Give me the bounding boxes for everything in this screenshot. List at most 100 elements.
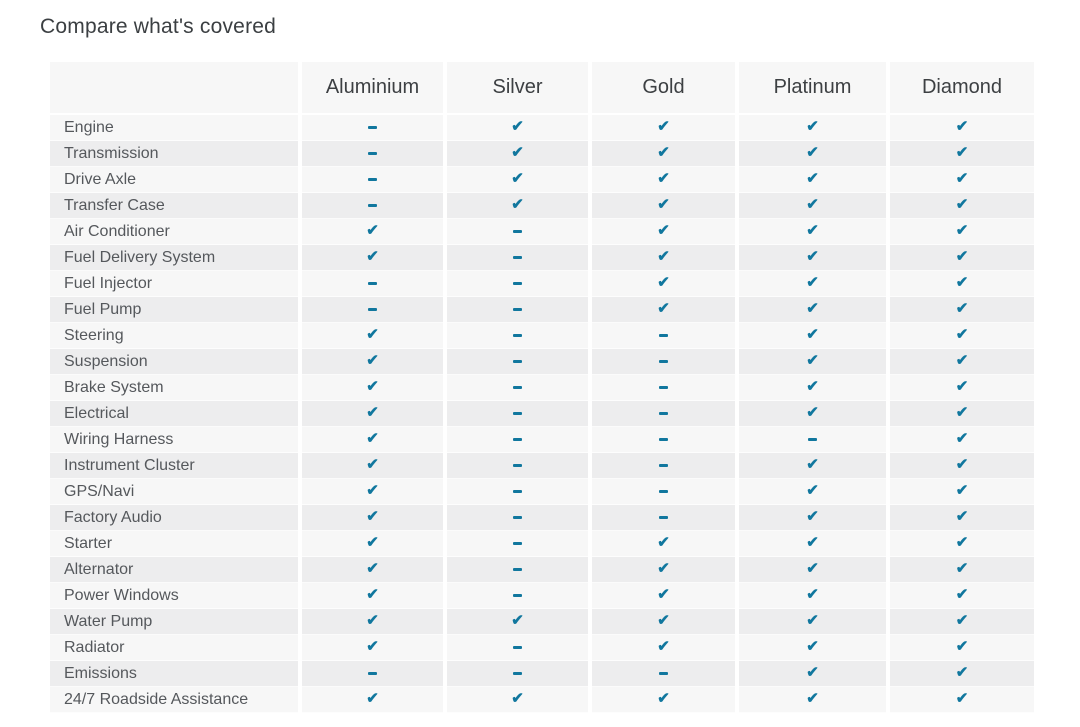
coverage-cell: ✔ bbox=[890, 245, 1034, 271]
coverage-cell: ✔ bbox=[890, 531, 1034, 557]
check-icon: ✔ bbox=[806, 170, 819, 187]
table-row: Power Windows ✔ ✔ ✔ ✔ bbox=[50, 583, 1034, 609]
coverage-cell: ✔ bbox=[302, 401, 443, 427]
table-row: Steering ✔ ✔ ✔ bbox=[50, 323, 1034, 349]
coverage-cell: ✔ bbox=[739, 349, 886, 375]
check-icon: ✔ bbox=[366, 612, 379, 629]
coverage-cell: ✔ bbox=[592, 635, 735, 661]
plan-header-gold: Gold bbox=[592, 62, 735, 113]
coverage-cell: ✔ bbox=[302, 531, 443, 557]
coverage-cell: ✔ bbox=[890, 115, 1034, 141]
coverage-cell bbox=[447, 427, 588, 453]
coverage-cell bbox=[447, 245, 588, 271]
row-label: Factory Audio bbox=[50, 505, 298, 531]
check-icon: ✔ bbox=[657, 612, 670, 629]
check-icon: ✔ bbox=[806, 118, 819, 135]
check-icon: ✔ bbox=[366, 638, 379, 655]
dash-icon bbox=[368, 178, 377, 181]
check-icon: ✔ bbox=[366, 690, 379, 707]
coverage-cell: ✔ bbox=[302, 427, 443, 453]
coverage-cell: ✔ bbox=[890, 609, 1034, 635]
dash-icon bbox=[513, 672, 522, 675]
coverage-cell: ✔ bbox=[890, 219, 1034, 245]
row-label: Drive Axle bbox=[50, 167, 298, 193]
dash-icon bbox=[659, 516, 668, 519]
coverage-cell: ✔ bbox=[739, 609, 886, 635]
check-icon: ✔ bbox=[955, 586, 969, 603]
check-icon: ✔ bbox=[806, 248, 819, 265]
coverage-cell bbox=[592, 323, 735, 349]
check-icon: ✔ bbox=[806, 664, 819, 681]
coverage-cell: ✔ bbox=[739, 375, 886, 401]
check-icon: ✔ bbox=[806, 534, 819, 551]
coverage-cell: ✔ bbox=[592, 531, 735, 557]
check-icon: ✔ bbox=[657, 560, 670, 577]
dash-icon bbox=[513, 386, 522, 389]
row-label: Suspension bbox=[50, 349, 298, 375]
check-icon: ✔ bbox=[955, 430, 969, 447]
check-icon: ✔ bbox=[511, 690, 524, 707]
table-row: Transmission ✔ ✔ ✔ ✔ bbox=[50, 141, 1034, 167]
table-row: GPS/Navi ✔ ✔ ✔ bbox=[50, 479, 1034, 505]
coverage-cell: ✔ bbox=[592, 609, 735, 635]
coverage-cell: ✔ bbox=[890, 297, 1034, 323]
coverage-cell bbox=[447, 583, 588, 609]
check-icon: ✔ bbox=[511, 170, 524, 187]
check-icon: ✔ bbox=[657, 534, 670, 551]
table-row: 24/7 Roadside Assistance ✔ ✔ ✔ ✔ ✔ bbox=[50, 687, 1034, 713]
row-label: Emissions bbox=[50, 661, 298, 687]
coverage-cell bbox=[592, 453, 735, 479]
coverage-cell bbox=[592, 349, 735, 375]
plan-header-aluminium: Aluminium bbox=[302, 62, 443, 113]
dash-icon bbox=[513, 308, 522, 311]
dash-icon bbox=[513, 594, 522, 597]
coverage-cell: ✔ bbox=[739, 661, 886, 687]
coverage-cell: ✔ bbox=[739, 401, 886, 427]
check-icon: ✔ bbox=[806, 222, 819, 239]
table-row: Electrical ✔ ✔ ✔ bbox=[50, 401, 1034, 427]
check-icon: ✔ bbox=[806, 326, 819, 343]
check-icon: ✔ bbox=[657, 222, 670, 239]
coverage-cell: ✔ bbox=[302, 349, 443, 375]
coverage-cell: ✔ bbox=[447, 687, 588, 713]
coverage-cell bbox=[302, 271, 443, 297]
coverage-cell: ✔ bbox=[739, 479, 886, 505]
check-icon: ✔ bbox=[955, 690, 969, 707]
dash-icon bbox=[513, 464, 522, 467]
check-icon: ✔ bbox=[806, 196, 819, 213]
coverage-cell bbox=[592, 401, 735, 427]
coverage-cell: ✔ bbox=[592, 167, 735, 193]
coverage-cell: ✔ bbox=[592, 219, 735, 245]
table-row: Water Pump ✔ ✔ ✔ ✔ ✔ bbox=[50, 609, 1034, 635]
coverage-cell: ✔ bbox=[739, 219, 886, 245]
dash-icon bbox=[368, 282, 377, 285]
check-icon: ✔ bbox=[511, 118, 524, 135]
check-icon: ✔ bbox=[806, 274, 819, 291]
coverage-cell bbox=[447, 531, 588, 557]
coverage-cell: ✔ bbox=[592, 141, 735, 167]
check-icon: ✔ bbox=[955, 378, 969, 395]
table-header-row: Aluminium Silver Gold Platinum Diamond bbox=[50, 62, 1034, 113]
check-icon: ✔ bbox=[955, 326, 969, 343]
check-icon: ✔ bbox=[657, 274, 670, 291]
check-icon: ✔ bbox=[511, 196, 524, 213]
coverage-cell bbox=[447, 661, 588, 687]
check-icon: ✔ bbox=[366, 222, 379, 239]
check-icon: ✔ bbox=[366, 430, 379, 447]
coverage-cell: ✔ bbox=[302, 557, 443, 583]
coverage-cell: ✔ bbox=[890, 479, 1034, 505]
check-icon: ✔ bbox=[657, 144, 670, 161]
row-label: 24/7 Roadside Assistance bbox=[50, 687, 298, 713]
row-label: Transfer Case bbox=[50, 193, 298, 219]
coverage-cell bbox=[447, 479, 588, 505]
row-label: Air Conditioner bbox=[50, 219, 298, 245]
check-icon: ✔ bbox=[806, 508, 819, 525]
dash-icon bbox=[513, 230, 522, 233]
row-label: Brake System bbox=[50, 375, 298, 401]
coverage-cell: ✔ bbox=[447, 193, 588, 219]
coverage-cell: ✔ bbox=[890, 453, 1034, 479]
check-icon: ✔ bbox=[955, 248, 969, 265]
coverage-cell: ✔ bbox=[890, 141, 1034, 167]
coverage-cell bbox=[447, 505, 588, 531]
coverage-cell: ✔ bbox=[592, 193, 735, 219]
